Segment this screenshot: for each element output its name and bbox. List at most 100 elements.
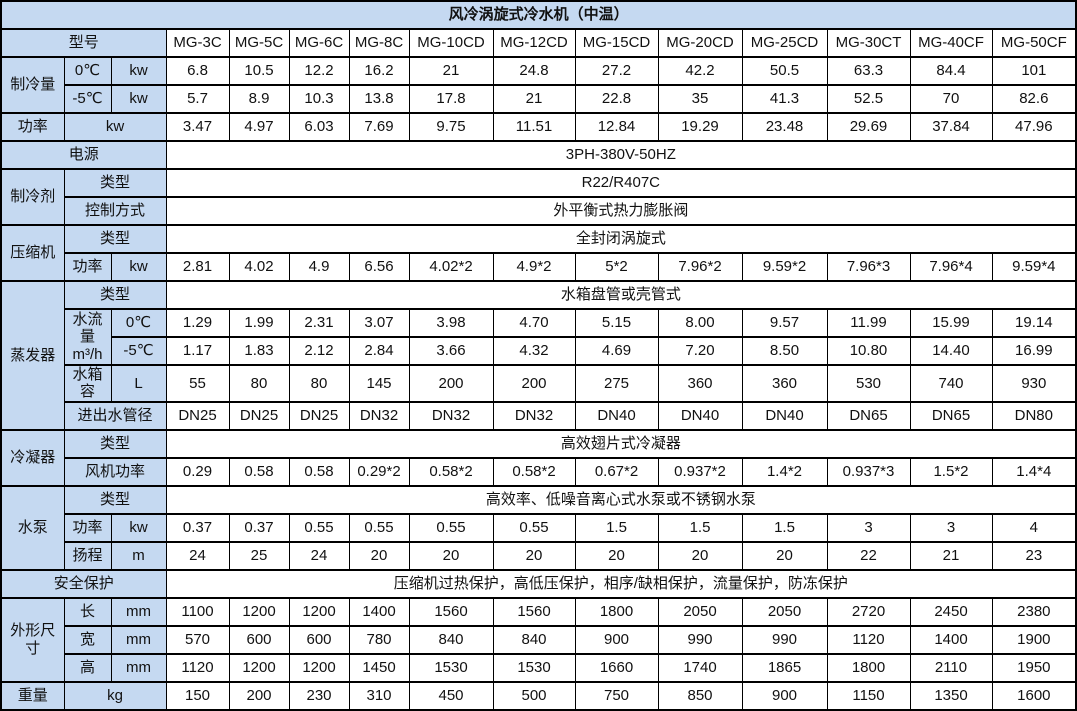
row-input-power: 功率 kw 3.47 4.97 6.03 7.69 9.75 11.51 12.84 19.2… [0,112,1077,142]
value-cell: 990 [657,624,743,655]
row-dim-height: 高 mm 1120 1200 1200 1450 1530 1530 1660 1740 186… [1,652,1077,683]
row-label-dimensions: 外形尺寸 [0,596,65,683]
value-cell: 1.5 [741,512,828,543]
row-condenser-type: 冷凝器 类型 高效翅片式冷凝器 [0,428,1077,487]
value-cell: 4.9 [288,252,350,282]
value-cell: 47.96 [991,112,1077,142]
model-header-cell: MG-6C [288,28,350,58]
value-cell: 6.03 [288,112,350,142]
value-cell: 780 [348,624,410,655]
value-cell: 20 [492,540,576,571]
row-compressor-type: 压缩机 类型 全封闭涡旋式 [0,224,1077,282]
value-evaporator-type: 水箱盘管或壳管式 [165,280,1077,310]
value-cell: 1100 [165,596,230,627]
model-header-row: 型号 MG-3C MG-5C MG-6C MG-8C MG-10CD MG-12CD MG-… [0,28,1077,58]
value-cell: 850 [657,680,743,711]
sub-label-0c: 0℃ [110,308,167,338]
value-cell: DN25 [288,400,350,431]
value-cell: 0.55 [492,512,576,543]
unit-kw: kw [110,84,167,114]
value-cell: 0.55 [408,512,494,543]
value-cell: 0.29 [165,456,230,487]
model-header-cell: MG-15CD [574,28,659,58]
value-cell: 80 [288,364,350,403]
row-refrigerant-control: 控制方式 外平衡式热力膨胀阀 [1,196,1077,226]
value-cell: 1200 [228,652,290,683]
value-cell: 9.59*2 [741,252,828,282]
value-cell: 7.96*4 [909,252,993,282]
value-cell: 2.81 [165,252,230,282]
value-cell: 5.15 [574,308,659,338]
value-cell: 3 [909,512,993,543]
value-cell: 1950 [991,652,1077,683]
value-cell: 4.97 [228,112,290,142]
sub-label-fan-power: 风机功率 [63,456,167,487]
value-cell: 1.99 [228,308,290,338]
value-cell: 1560 [408,596,494,627]
row-weight: 重量 kg 150 200 230 310 450 500 750 850 900 1150 135… [0,680,1077,711]
value-cell: 1.83 [228,336,290,366]
value-cell: 5.7 [165,84,230,114]
row-flow-m5c: -5℃ 1.17 1.83 2.12 2.84 3.66 4.32 4.69 7.20 8.50… [1,336,1077,366]
value-cell: 23 [991,540,1077,571]
value-cell: 8.9 [228,84,290,114]
value-cell: 1.4*4 [991,456,1077,487]
value-cell: 20 [657,540,743,571]
row-label-weight: 重量 [0,680,65,711]
sub-label-power: 功率 [63,512,112,543]
value-supply: 3PH-380V-50HZ [165,140,1077,170]
row-pipe-diameter: 进出水管径 DN25 DN25 DN25 DN32 DN32 DN32 DN40 DN40 DN… [1,400,1077,431]
value-cell: 360 [741,364,828,403]
value-cell: 4.32 [492,336,576,366]
value-cell: DN32 [348,400,410,431]
unit-liters: L [110,364,167,403]
row-pump-head: 扬程 m 24 25 24 20 20 20 20 20 20 22 21 23 [1,540,1077,571]
value-cell: 17.8 [408,84,494,114]
value-cell: 1900 [991,624,1077,655]
value-cell: 55 [165,364,230,403]
value-cell: 1.5 [657,512,743,543]
value-cell: 2720 [826,596,911,627]
value-cell: 1200 [228,596,290,627]
value-cell: 1400 [348,596,410,627]
value-cell: 3 [826,512,911,543]
row-label-supply: 电源 [0,140,167,170]
value-cell: 1120 [165,652,230,683]
value-cell: 500 [492,680,576,711]
row-cooling-m5c: -5℃ kw 5.7 8.9 10.3 13.8 17.8 21 22.8 35 41.3 52.… [1,84,1077,114]
value-cell: 10.80 [826,336,911,366]
value-cell: 22 [826,540,911,571]
value-cell: 20 [408,540,494,571]
value-cell: 1660 [574,652,659,683]
value-cell: 4.69 [574,336,659,366]
value-refrigerant-type: R22/R407C [165,168,1077,198]
title-row: 风冷涡旋式冷水机（中温） [0,0,1077,30]
value-cell: 20 [574,540,659,571]
unit-kw: kw [110,252,167,282]
value-cell: 0.55 [288,512,350,543]
value-cell: 450 [408,680,494,711]
value-cell: 1.29 [165,308,230,338]
value-cell: 1120 [826,624,911,655]
value-cell: 7.96*2 [657,252,743,282]
row-label-pump: 水泵 [0,484,65,571]
value-cell: 10.3 [288,84,350,114]
sub-label-flow: 水流量 m³/h [63,308,112,366]
value-cell: 11.51 [492,112,576,142]
value-cell: 42.2 [657,56,743,86]
value-cell: 12.2 [288,56,350,86]
value-cell: DN65 [826,400,911,431]
value-cell: 1350 [909,680,993,711]
model-header-cell: MG-50CF [991,28,1077,58]
value-cell: 2.84 [348,336,410,366]
row-evaporator-type: 蒸发器 类型 水箱盘管或壳管式 [0,280,1077,431]
value-cell: 2380 [991,596,1077,627]
sub-label-height: 高 [63,652,112,683]
value-cell: 1400 [909,624,993,655]
value-cell: 3.66 [408,336,494,366]
value-cell: 29.69 [826,112,911,142]
value-cell: 4.02 [228,252,290,282]
sub-label-power: 功率 [63,252,112,282]
value-cell: DN40 [741,400,828,431]
value-cell: 840 [408,624,494,655]
